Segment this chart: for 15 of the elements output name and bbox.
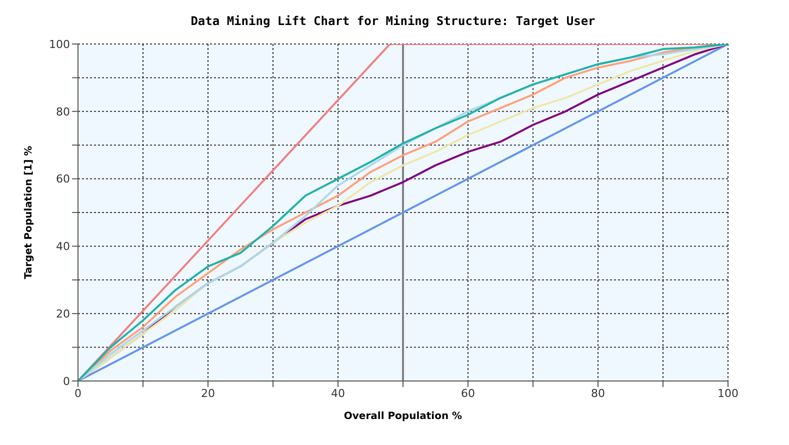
y-tick-label: 100 — [49, 38, 70, 51]
x-tick-label: 0 — [74, 386, 82, 400]
y-tick-label: 40 — [56, 240, 70, 254]
y-axis-title: Target Population [1] % — [24, 146, 35, 280]
x-tick-label: 80 — [591, 386, 605, 400]
chart-title: Data Mining Lift Chart for Mining Structure: Target User — [190, 13, 596, 30]
y-tick-label: 60 — [56, 172, 70, 186]
y-tick-label: 20 — [56, 308, 70, 321]
y-tick-label: 0 — [63, 374, 70, 388]
x-tick-label: 60 — [461, 386, 475, 400]
x-axis-title: Overall Population % — [344, 411, 462, 422]
x-tick-label: 40 — [331, 386, 345, 400]
x-tick-label: 20 — [201, 386, 215, 400]
x-tick-label: 100 — [718, 386, 738, 400]
y-tick-label: 80 — [56, 105, 70, 118]
